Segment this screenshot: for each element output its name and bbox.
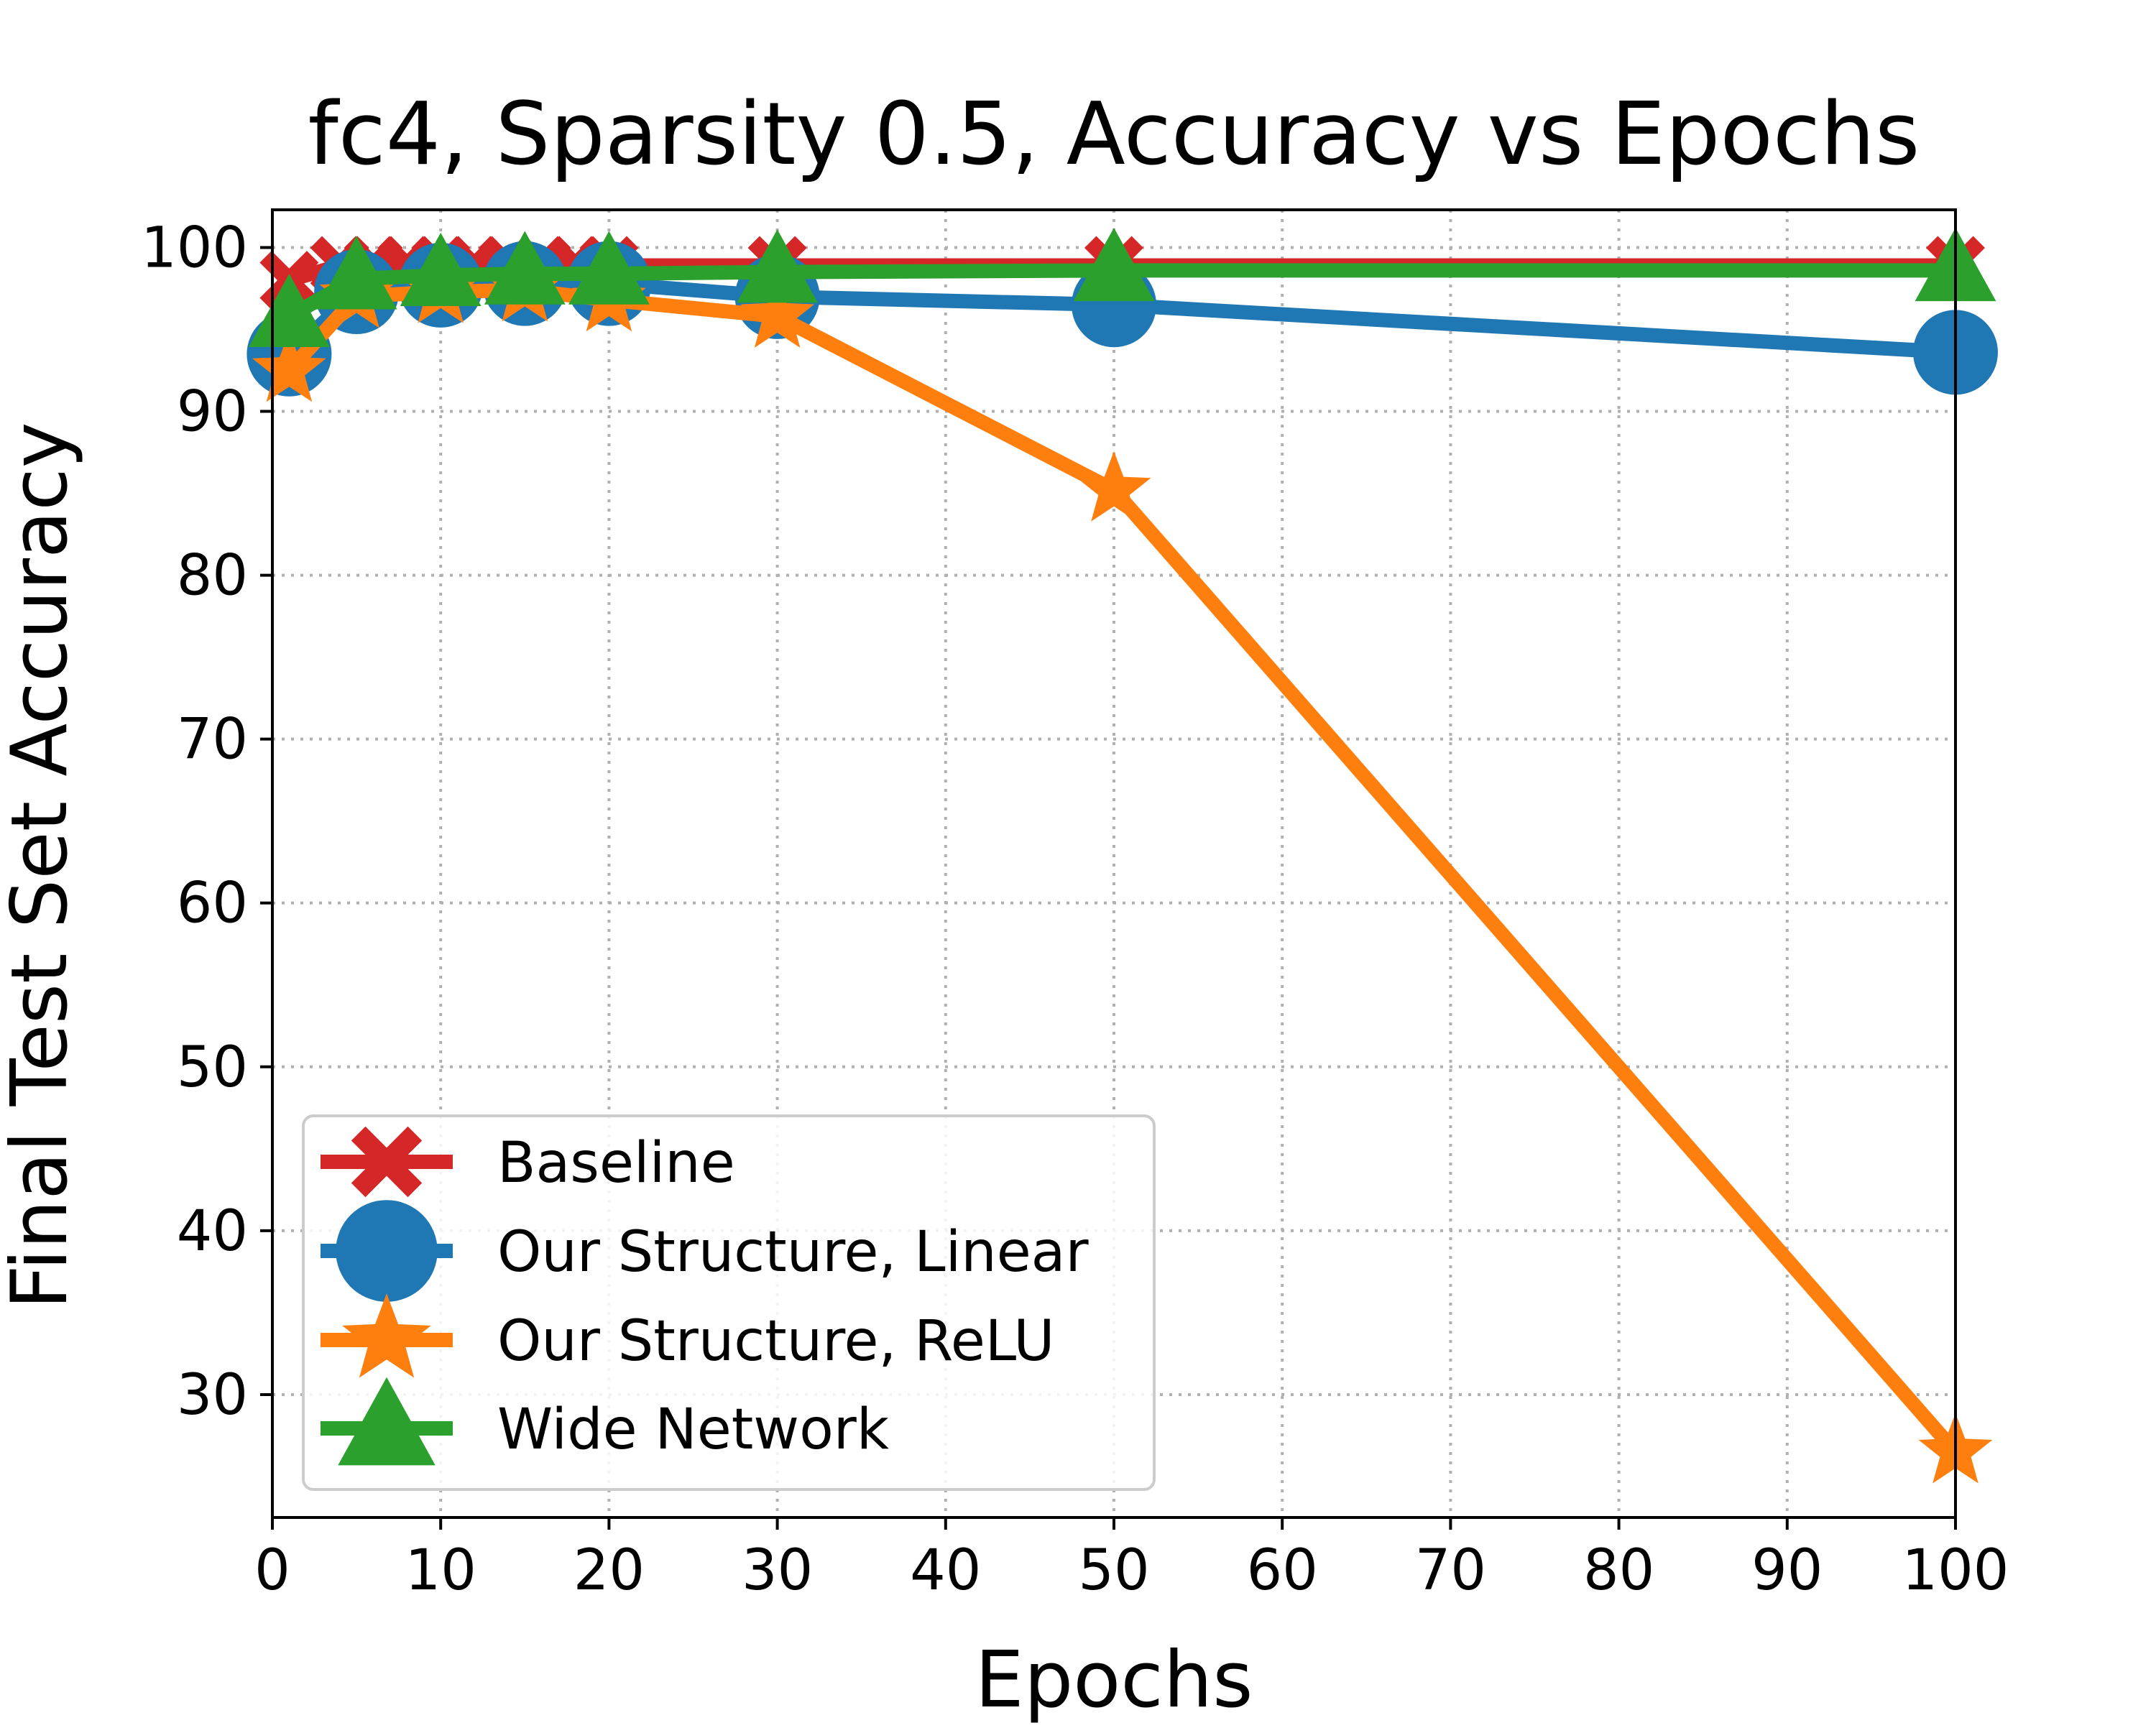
- x-tick-label: 40: [910, 1538, 981, 1603]
- data-point-our-structure-relu: [252, 331, 326, 402]
- y-tick-label: 100: [141, 216, 248, 280]
- data-point-wide-network: [484, 231, 566, 305]
- plot-area: [247, 227, 1998, 1484]
- data-point-wide-network: [400, 232, 482, 306]
- x-axis-label: Epochs: [975, 1635, 1253, 1724]
- x-tick-label: 50: [1078, 1538, 1149, 1603]
- x-tick-label: 70: [1415, 1538, 1486, 1603]
- x-tick-label: 60: [1247, 1538, 1318, 1603]
- y-tick-label: 90: [177, 380, 248, 445]
- legend-label-our-structure-relu: Our Structure, ReLU: [497, 1309, 1054, 1374]
- data-point-wide-network: [568, 231, 650, 305]
- x-tick-label: 30: [742, 1538, 813, 1603]
- legend-marker-our-structure-linear: [336, 1200, 438, 1302]
- legend-label-wide-network: Wide Network: [497, 1397, 889, 1462]
- x-tick-label: 90: [1751, 1538, 1823, 1603]
- legend-label-our-structure-linear: Our Structure, Linear: [497, 1220, 1089, 1285]
- y-axis-label: Final Test Set Accuracy: [0, 422, 85, 1310]
- legend-marker-our-structure-relu: [342, 1293, 431, 1378]
- x-tick-label: 0: [254, 1538, 290, 1603]
- data-point-wide-network: [1073, 227, 1155, 302]
- x-tick-label: 10: [405, 1538, 476, 1603]
- y-tick-label: 70: [177, 708, 248, 772]
- data-point-our-structure-relu: [740, 277, 815, 348]
- data-point-wide-network: [315, 236, 397, 310]
- legend: Baseline Our Structure, Linear Our Structu…: [302, 1114, 1156, 1491]
- y-tick-label: 40: [177, 1199, 248, 1264]
- chart-title: fc4, Sparsity 0.5, Accuracy vs Epochs: [308, 85, 1920, 185]
- x-tick-label: 20: [573, 1538, 645, 1603]
- axis-ticks: 0 10 20 30 40 50 60 70 80 90 100 30 40 50 60 70 80 90 100: [141, 216, 2009, 1603]
- data-point-wide-network: [248, 273, 330, 348]
- data-point-our-structure-relu: [1077, 451, 1151, 522]
- y-tick-label: 80: [177, 544, 248, 609]
- y-tick-label: 30: [177, 1363, 248, 1428]
- x-tick-label: 100: [1902, 1538, 2009, 1603]
- data-point-wide-network: [737, 229, 819, 303]
- legend-frame: [302, 1114, 1156, 1491]
- legend-label-baseline: Baseline: [497, 1131, 735, 1196]
- x-tick-label: 80: [1583, 1538, 1654, 1603]
- y-tick-label: 50: [177, 1035, 248, 1100]
- y-tick-label: 60: [177, 872, 248, 936]
- legend-marker-wide-network: [338, 1377, 436, 1466]
- legend-marker-baseline: [351, 1126, 423, 1198]
